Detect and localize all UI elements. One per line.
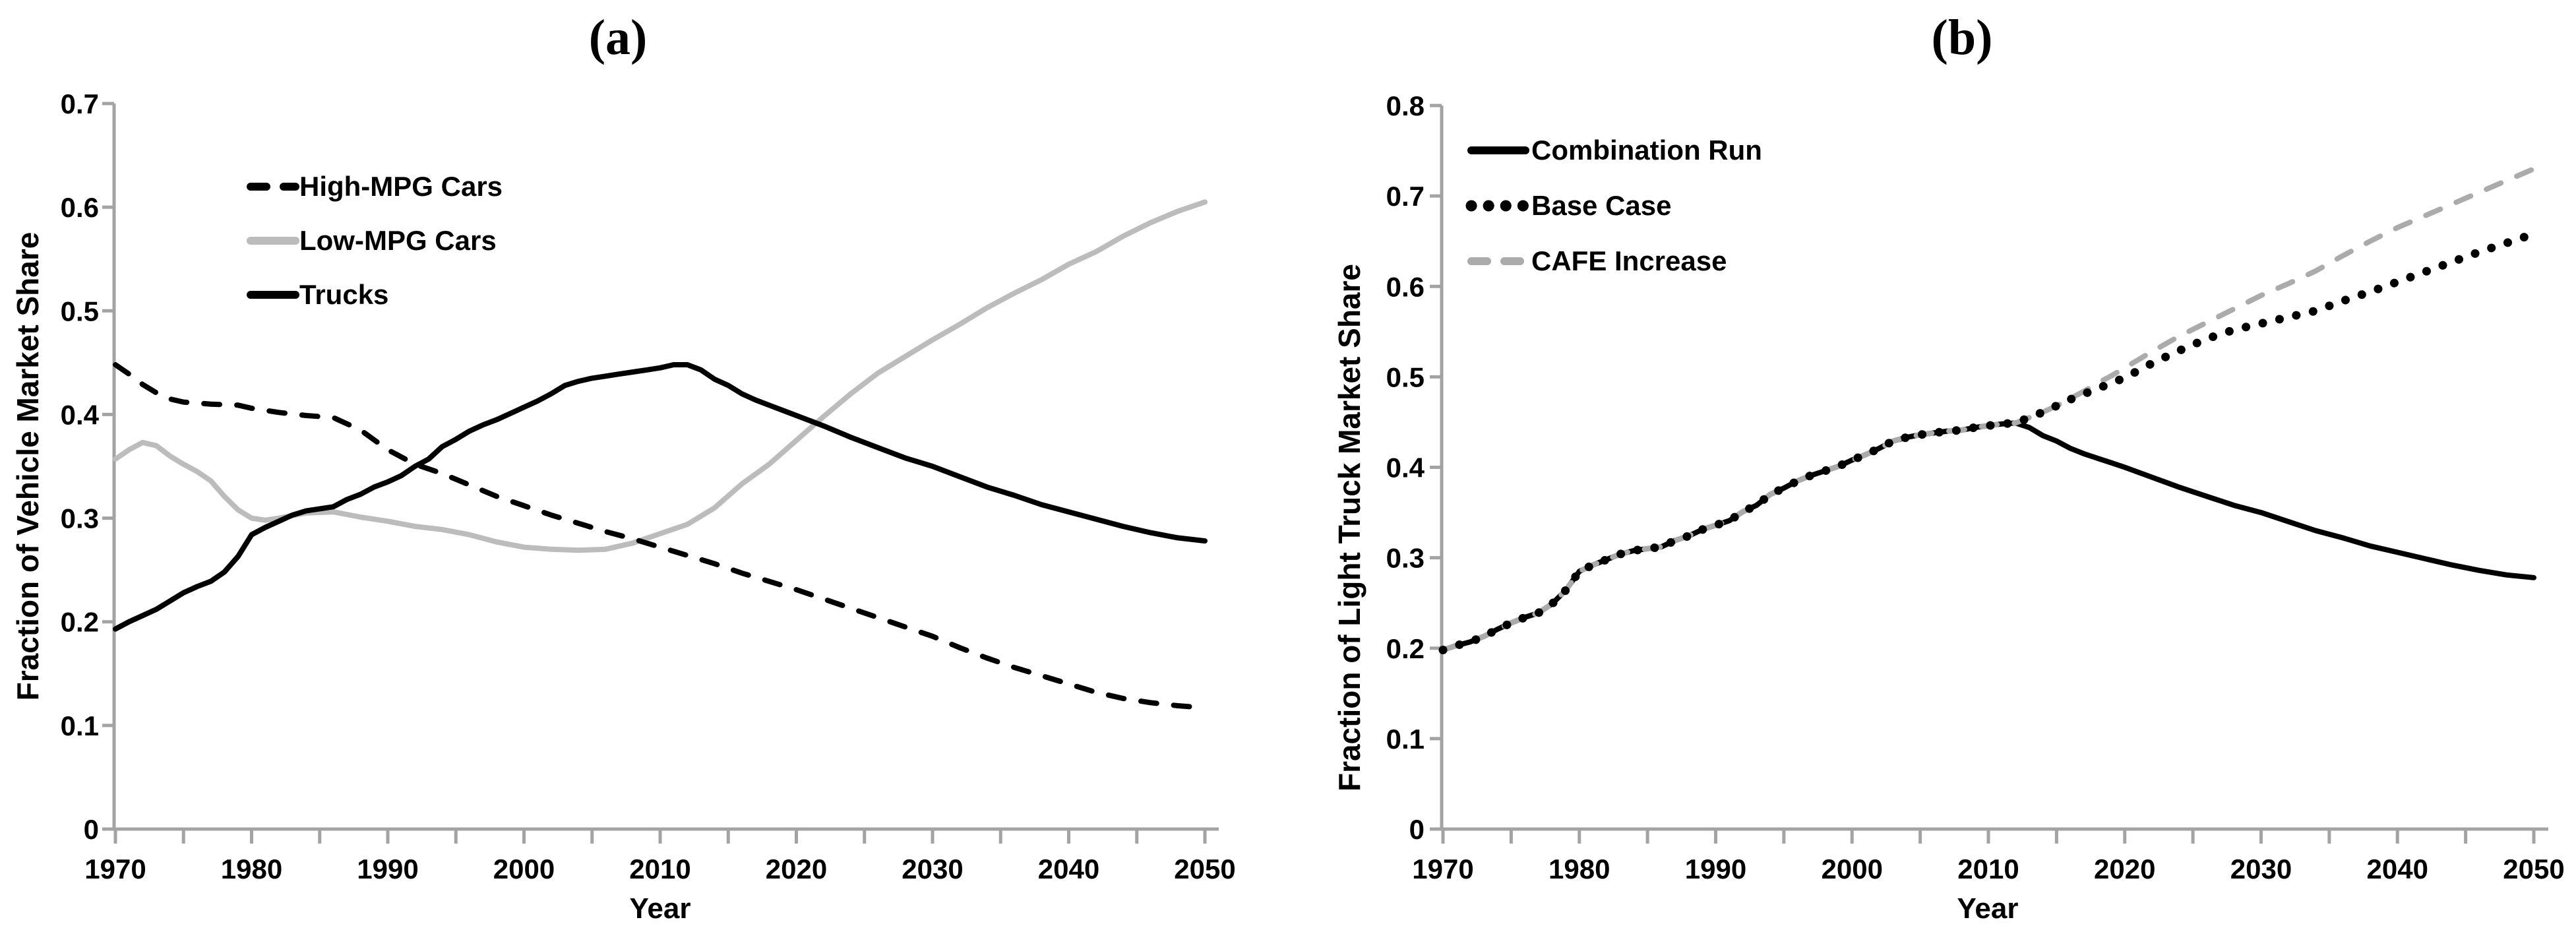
- y-tick-label: 0.7: [1386, 181, 1425, 212]
- y-tick-label: 0.8: [1386, 90, 1425, 121]
- y-tick-label: 0: [1409, 814, 1425, 845]
- x-axis-title: Year: [630, 892, 691, 925]
- x-tick-label: 2010: [1957, 853, 2019, 884]
- x-tick-label: 2020: [2094, 853, 2155, 884]
- y-axis-title: Fraction of Vehicle Market Share: [11, 232, 45, 701]
- y-axis-title: Fraction of Light Truck Market Share: [1332, 264, 1366, 791]
- legend-label: Trucks: [299, 279, 388, 310]
- series-line-low-mpg-cars: [113, 199, 1208, 553]
- y-tick-label: 0.7: [61, 88, 99, 119]
- y-tick-label: 0.5: [61, 295, 99, 326]
- y-tick-label: 0.1: [61, 710, 99, 741]
- y-tick-label: 0.6: [1386, 271, 1425, 302]
- panel-title: (a): [589, 10, 648, 65]
- series-line-combination-run: [1440, 420, 2536, 653]
- y-tick-label: 0.3: [1386, 543, 1425, 574]
- series-line-trucks: [113, 362, 1208, 632]
- series-line-base-case: [1438, 230, 2538, 654]
- x-tick-label: 2020: [766, 853, 827, 884]
- y-tick-label: 0.2: [61, 607, 99, 638]
- x-tick-label: 1990: [357, 853, 418, 884]
- x-tick-label: 2010: [629, 853, 690, 884]
- y-tick-label: 0: [84, 814, 99, 845]
- y-tick-label: 0.3: [61, 503, 99, 534]
- legend-label: CAFE Increase: [1531, 245, 1727, 276]
- chart-panel-b: (b) Fraction of Light Truck Market Share Y…: [1332, 10, 2565, 925]
- x-tick-label: 2040: [2367, 853, 2428, 884]
- x-tick-label: 2000: [1822, 853, 1883, 884]
- x-axis-title: Year: [1957, 892, 2019, 925]
- y-tick-label: 0.5: [1386, 361, 1425, 392]
- x-tick-label: 2050: [1174, 853, 1235, 884]
- legend-label: Low-MPG Cars: [299, 225, 497, 256]
- y-tick-label: 0.4: [61, 399, 100, 430]
- y-tick-label: 0.2: [1386, 633, 1425, 664]
- x-tick-label: 1990: [1685, 853, 1746, 884]
- chart-panel-a: (a) Fraction of Vehicle Market Share Year 0…: [11, 10, 1236, 925]
- legend-label: Combination Run: [1531, 135, 1762, 166]
- series-line-high-mpg-cars: [113, 362, 1208, 711]
- x-tick-label: 1980: [221, 853, 282, 884]
- x-tick-label: 1970: [1412, 853, 1473, 884]
- x-tick-label: 2030: [902, 853, 963, 884]
- x-tick-label: 1970: [84, 853, 146, 884]
- y-tick-label: 0.4: [1386, 452, 1425, 483]
- panel-title: (b): [1932, 10, 1993, 65]
- legend-label: High-MPG Cars: [299, 171, 503, 202]
- series-line-cafe-increase: [1440, 166, 2536, 653]
- x-tick-label: 2040: [1038, 853, 1099, 884]
- x-tick-label: 2030: [2230, 853, 2292, 884]
- y-tick-label: 0.6: [61, 192, 99, 223]
- x-tick-label: 2000: [493, 853, 555, 884]
- x-tick-label: 1980: [1549, 853, 1610, 884]
- y-tick-label: 0.1: [1386, 724, 1425, 755]
- legend-label: Base Case: [1531, 190, 1671, 221]
- x-tick-label: 2050: [2503, 853, 2564, 884]
